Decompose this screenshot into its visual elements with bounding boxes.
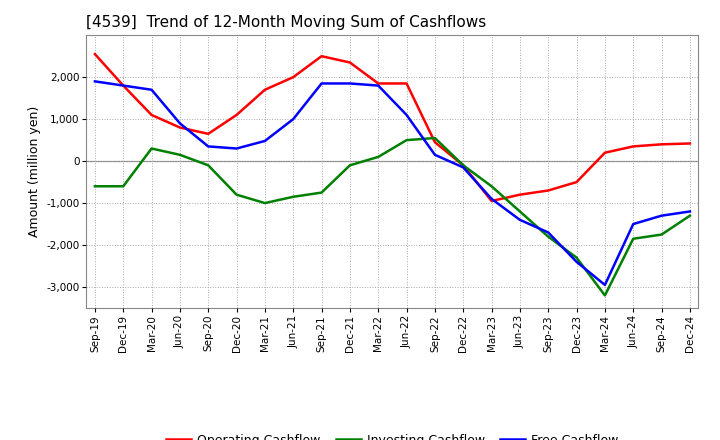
Operating Cashflow bbox=[572, 180, 581, 185]
Operating Cashflow bbox=[402, 81, 411, 86]
Investing Cashflow bbox=[233, 192, 241, 197]
Free Cashflow bbox=[544, 230, 552, 235]
Free Cashflow bbox=[318, 81, 326, 86]
Investing Cashflow bbox=[91, 183, 99, 189]
Free Cashflow bbox=[289, 117, 297, 122]
Operating Cashflow bbox=[685, 141, 694, 146]
Free Cashflow bbox=[487, 196, 496, 202]
Investing Cashflow bbox=[261, 201, 269, 206]
Free Cashflow bbox=[431, 152, 439, 158]
Operating Cashflow bbox=[629, 144, 637, 149]
Operating Cashflow bbox=[261, 87, 269, 92]
Investing Cashflow bbox=[544, 234, 552, 239]
Operating Cashflow bbox=[318, 54, 326, 59]
Investing Cashflow bbox=[402, 137, 411, 143]
Operating Cashflow bbox=[91, 51, 99, 57]
Y-axis label: Amount (million yen): Amount (million yen) bbox=[27, 106, 40, 237]
Operating Cashflow bbox=[600, 150, 609, 155]
Operating Cashflow bbox=[516, 192, 524, 197]
Free Cashflow bbox=[148, 87, 156, 92]
Free Cashflow bbox=[402, 112, 411, 117]
Investing Cashflow bbox=[685, 213, 694, 218]
Free Cashflow bbox=[204, 144, 212, 149]
Investing Cashflow bbox=[459, 163, 467, 168]
Free Cashflow bbox=[657, 213, 666, 218]
Legend: Operating Cashflow, Investing Cashflow, Free Cashflow: Operating Cashflow, Investing Cashflow, … bbox=[161, 429, 624, 440]
Free Cashflow bbox=[516, 217, 524, 223]
Operating Cashflow bbox=[459, 163, 467, 168]
Operating Cashflow bbox=[204, 131, 212, 136]
Investing Cashflow bbox=[431, 136, 439, 141]
Free Cashflow bbox=[261, 138, 269, 143]
Text: [4539]  Trend of 12-Month Moving Sum of Cashflows: [4539] Trend of 12-Month Moving Sum of C… bbox=[86, 15, 487, 30]
Investing Cashflow bbox=[318, 190, 326, 195]
Investing Cashflow bbox=[204, 163, 212, 168]
Free Cashflow bbox=[119, 83, 127, 88]
Operating Cashflow bbox=[233, 112, 241, 117]
Free Cashflow bbox=[572, 259, 581, 264]
Operating Cashflow bbox=[176, 125, 184, 130]
Investing Cashflow bbox=[600, 293, 609, 298]
Free Cashflow bbox=[176, 121, 184, 126]
Investing Cashflow bbox=[572, 255, 581, 260]
Investing Cashflow bbox=[148, 146, 156, 151]
Free Cashflow bbox=[600, 282, 609, 288]
Free Cashflow bbox=[346, 81, 354, 86]
Free Cashflow bbox=[459, 165, 467, 170]
Free Cashflow bbox=[629, 221, 637, 227]
Free Cashflow bbox=[233, 146, 241, 151]
Line: Investing Cashflow: Investing Cashflow bbox=[95, 138, 690, 295]
Investing Cashflow bbox=[487, 183, 496, 189]
Investing Cashflow bbox=[629, 236, 637, 242]
Investing Cashflow bbox=[176, 152, 184, 158]
Operating Cashflow bbox=[289, 74, 297, 80]
Operating Cashflow bbox=[431, 139, 439, 145]
Operating Cashflow bbox=[148, 112, 156, 117]
Investing Cashflow bbox=[289, 194, 297, 199]
Operating Cashflow bbox=[374, 81, 382, 86]
Operating Cashflow bbox=[119, 83, 127, 88]
Free Cashflow bbox=[91, 79, 99, 84]
Operating Cashflow bbox=[346, 60, 354, 65]
Free Cashflow bbox=[685, 209, 694, 214]
Operating Cashflow bbox=[657, 142, 666, 147]
Line: Operating Cashflow: Operating Cashflow bbox=[95, 54, 690, 201]
Investing Cashflow bbox=[119, 183, 127, 189]
Investing Cashflow bbox=[374, 154, 382, 160]
Investing Cashflow bbox=[346, 163, 354, 168]
Free Cashflow bbox=[374, 83, 382, 88]
Operating Cashflow bbox=[487, 198, 496, 204]
Investing Cashflow bbox=[516, 209, 524, 214]
Operating Cashflow bbox=[544, 188, 552, 193]
Line: Free Cashflow: Free Cashflow bbox=[95, 81, 690, 285]
Investing Cashflow bbox=[657, 232, 666, 237]
